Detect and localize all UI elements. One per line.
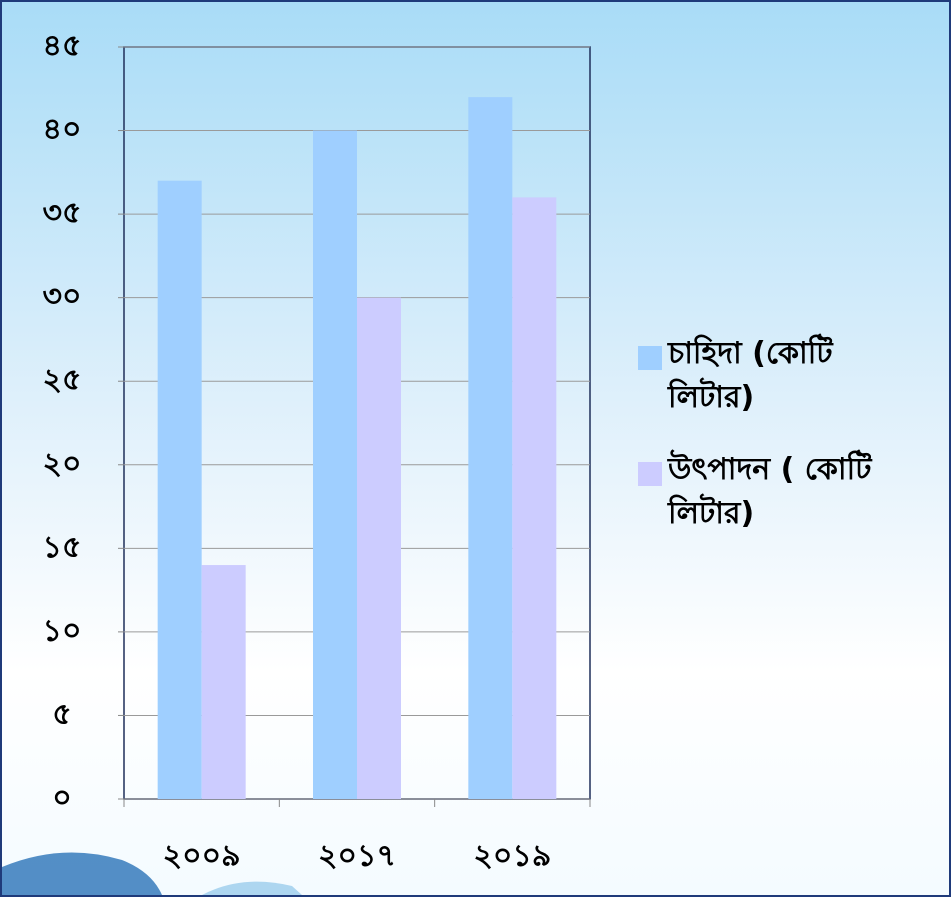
y-tick-label: ০ — [52, 781, 72, 816]
y-tick-label: ৩৫ — [43, 196, 82, 231]
y-tick-label: ১৫ — [43, 530, 82, 565]
y-tick-label: ৪৫ — [43, 29, 82, 64]
bar — [468, 97, 513, 800]
legend-swatch — [638, 346, 662, 370]
x-tick-label: ২০১৯ — [473, 839, 551, 874]
y-tick-label: ১০ — [43, 613, 82, 648]
x-tick-label: ২০১৭ — [318, 839, 396, 874]
bar — [201, 565, 246, 799]
bar — [357, 297, 401, 799]
bar — [512, 197, 557, 799]
bar — [157, 180, 202, 799]
bar — [313, 130, 357, 800]
legend-label: উৎপাদন ( কোটি লিটার) — [668, 452, 872, 531]
y-tick-label: ২০ — [42, 446, 81, 481]
y-tick-label: ৩০ — [42, 279, 81, 314]
legend-item: চাহিদা (কোটি লিটার) — [638, 332, 928, 420]
legend: চাহিদা (কোটি লিটার) উৎপাদন ( কোটি লিটার) — [638, 332, 928, 564]
legend-item: উৎপাদন ( কোটি লিটার) — [638, 448, 928, 536]
y-tick-label: ২৫ — [43, 363, 82, 398]
legend-label: চাহিদা (কোটি লিটার) — [668, 336, 833, 415]
decoration — [2, 852, 162, 895]
y-tick-label: ৪০ — [43, 112, 82, 147]
decoration — [202, 881, 302, 895]
legend-swatch — [638, 462, 662, 486]
y-tick-label: ৫ — [52, 697, 71, 732]
x-tick-label: ২০০৯ — [163, 839, 241, 874]
